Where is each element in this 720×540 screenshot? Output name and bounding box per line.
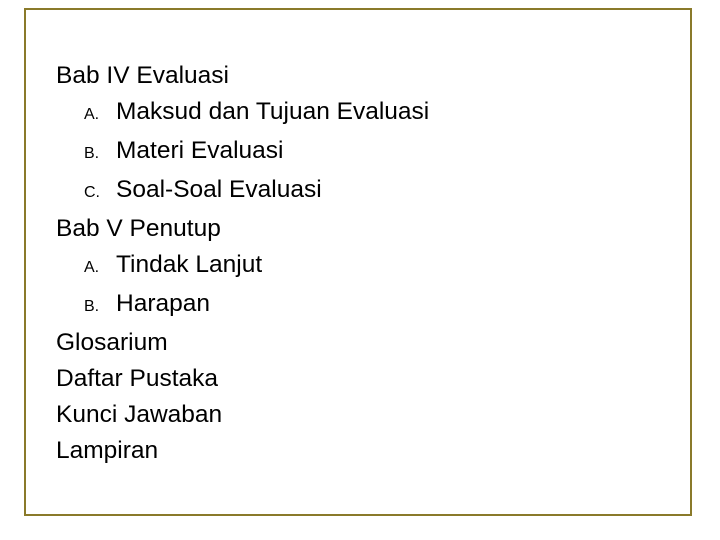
- list-item-text: Materi Evaluasi: [116, 133, 283, 169]
- entry-lampiran: Lampiran: [56, 433, 670, 469]
- list-marker: C.: [56, 175, 116, 211]
- list-item-text: Soal-Soal Evaluasi: [116, 172, 322, 208]
- list-marker: B.: [56, 289, 116, 325]
- list-item-bab4-c: C. Soal-Soal Evaluasi: [56, 172, 670, 211]
- content-frame: Bab IV Evaluasi A. Maksud dan Tujuan Eva…: [24, 8, 692, 516]
- list-item-text: Maksud dan Tujuan Evaluasi: [116, 94, 429, 130]
- heading-bab-iv: Bab IV Evaluasi: [56, 58, 670, 94]
- entry-daftar-pustaka: Daftar Pustaka: [56, 361, 670, 397]
- list-marker: A.: [56, 250, 116, 286]
- list-marker: B.: [56, 136, 116, 172]
- entry-kunci-jawaban: Kunci Jawaban: [56, 397, 670, 433]
- entry-glosarium: Glosarium: [56, 325, 670, 361]
- heading-bab-v: Bab V Penutup: [56, 211, 670, 247]
- list-marker: A.: [56, 97, 116, 133]
- list-item-text: Tindak Lanjut: [116, 247, 262, 283]
- list-item-bab4-b: B. Materi Evaluasi: [56, 133, 670, 172]
- list-item-bab5-a: A. Tindak Lanjut: [56, 247, 670, 286]
- list-item-bab5-b: B. Harapan: [56, 286, 670, 325]
- list-item-bab4-a: A. Maksud dan Tujuan Evaluasi: [56, 94, 670, 133]
- outline-content: Bab IV Evaluasi A. Maksud dan Tujuan Eva…: [56, 58, 670, 469]
- list-item-text: Harapan: [116, 286, 210, 322]
